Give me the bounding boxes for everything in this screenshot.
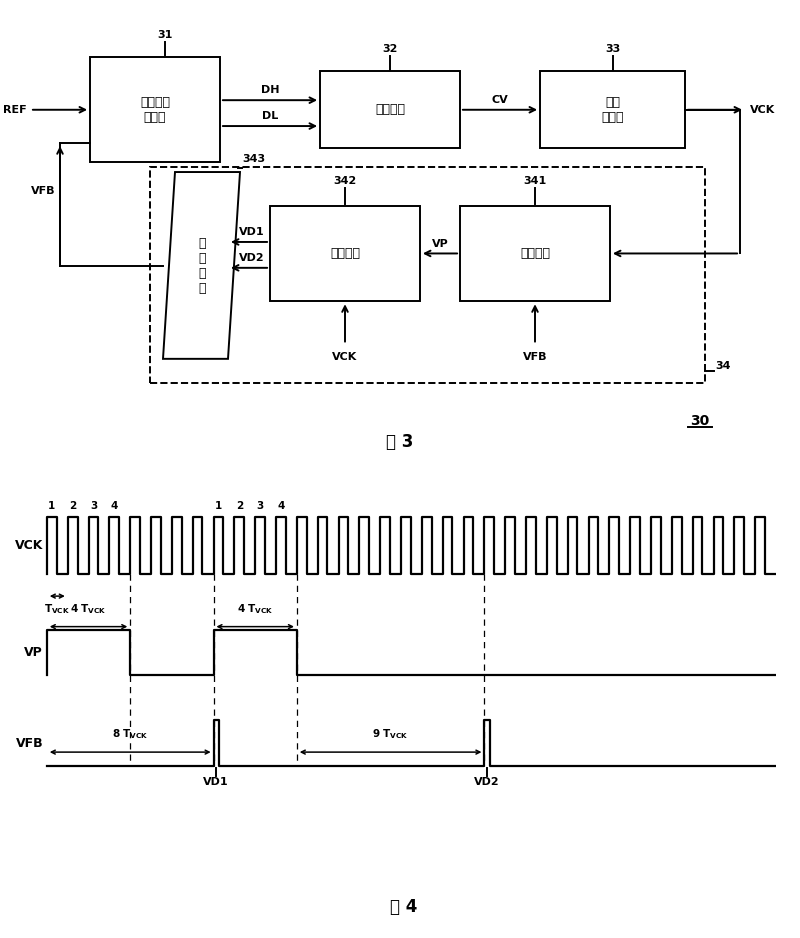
Bar <box>460 205 610 301</box>
Text: $\mathbf{8\ T}_{\mathbf{VCK}}$: $\mathbf{8\ T}_{\mathbf{VCK}}$ <box>112 727 149 741</box>
Text: VD2: VD2 <box>239 253 265 263</box>
Text: VD1: VD1 <box>203 777 229 787</box>
Text: VFB: VFB <box>30 186 55 196</box>
Text: $\mathbf{T}_{\mathbf{VCK}}$: $\mathbf{T}_{\mathbf{VCK}}$ <box>44 602 70 615</box>
Text: $\mathbf{4\ T}_{\mathbf{VCK}}$: $\mathbf{4\ T}_{\mathbf{VCK}}$ <box>237 602 274 616</box>
Text: 343: 343 <box>242 155 265 164</box>
Polygon shape <box>163 172 240 359</box>
Text: VP: VP <box>25 646 43 659</box>
Text: 压控
振荡器: 压控 振荡器 <box>602 96 624 124</box>
Text: VFB: VFB <box>522 352 547 362</box>
Text: 341: 341 <box>523 176 546 187</box>
Text: VP: VP <box>432 238 448 249</box>
Text: 延迟电路: 延迟电路 <box>330 247 360 260</box>
Text: CV: CV <box>492 95 508 105</box>
Text: 4: 4 <box>110 501 118 511</box>
Text: 图 3: 图 3 <box>386 433 414 451</box>
Bar <box>150 167 705 383</box>
Text: VCK: VCK <box>332 352 358 362</box>
Bar <box>90 57 220 162</box>
Text: DL: DL <box>262 112 278 121</box>
Text: REF: REF <box>3 105 27 114</box>
Text: 31: 31 <box>158 30 173 39</box>
Text: $\mathbf{4\ T}_{\mathbf{VCK}}$: $\mathbf{4\ T}_{\mathbf{VCK}}$ <box>70 602 106 616</box>
Text: 2: 2 <box>69 501 76 511</box>
Text: 3: 3 <box>90 501 97 511</box>
Text: $\mathbf{9\ T}_{\mathbf{VCK}}$: $\mathbf{9\ T}_{\mathbf{VCK}}$ <box>372 727 409 741</box>
Text: 33: 33 <box>605 44 620 54</box>
Text: DH: DH <box>261 85 279 96</box>
Text: VD1: VD1 <box>239 227 265 237</box>
Bar <box>540 71 685 148</box>
Text: 除频电路: 除频电路 <box>520 247 550 260</box>
Text: 4: 4 <box>278 501 285 511</box>
Text: 30: 30 <box>690 414 710 428</box>
Bar <box>320 71 460 148</box>
Text: 32: 32 <box>382 44 398 54</box>
Text: 1: 1 <box>48 501 55 511</box>
Text: VFB: VFB <box>15 736 43 749</box>
Text: 选
择
电
路: 选 择 电 路 <box>198 237 206 295</box>
Text: 图 4: 图 4 <box>390 898 418 916</box>
Text: VD2: VD2 <box>474 777 500 787</box>
Text: 相位频率
侦侧器: 相位频率 侦侧器 <box>140 96 170 124</box>
Bar <box>270 205 420 301</box>
Text: 3: 3 <box>257 501 264 511</box>
Text: 2: 2 <box>236 501 243 511</box>
Text: 34: 34 <box>715 361 730 371</box>
Text: VCK: VCK <box>750 105 775 114</box>
Text: 1: 1 <box>215 501 222 511</box>
Text: 电荷帮浦: 电荷帮浦 <box>375 103 405 116</box>
Text: 342: 342 <box>334 176 357 187</box>
Text: VCK: VCK <box>14 538 43 552</box>
